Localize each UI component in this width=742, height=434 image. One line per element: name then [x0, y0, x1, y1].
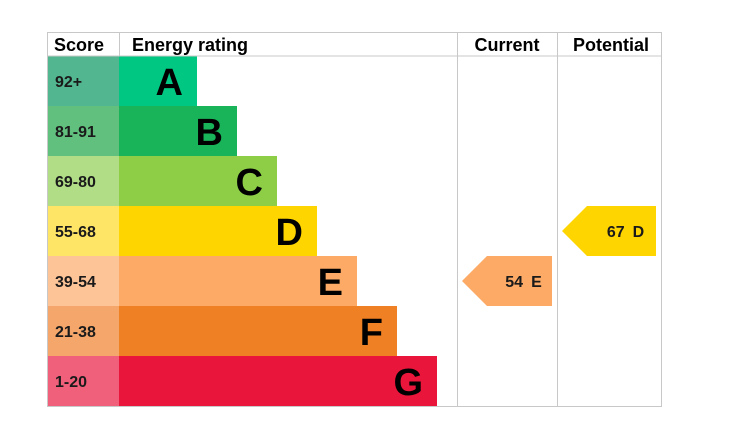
potential-rating-marker-arrow	[562, 206, 656, 256]
band-letter-a: A	[156, 62, 183, 104]
band-letter-b: B	[196, 112, 223, 154]
band-letter-f: F	[360, 312, 383, 354]
band-bar-e	[119, 256, 357, 306]
header-score: Score	[54, 35, 104, 55]
band-d: 55-68 D	[47, 206, 317, 256]
band-bar-f	[119, 306, 397, 356]
score-cell-c	[47, 156, 119, 206]
score-range-c: 69-80	[55, 174, 96, 191]
band-letter-c: C	[236, 162, 263, 204]
current-rating-marker-label: 54 E	[505, 274, 542, 291]
score-range-a: 92+	[55, 74, 82, 91]
score-cell-e	[47, 256, 119, 306]
band-g: 1-20 G	[47, 356, 437, 406]
band-a: 92+ A	[47, 56, 197, 106]
band-bar-g	[119, 356, 437, 406]
band-bar-a	[119, 56, 197, 106]
potential-rating-marker-label: 67 D	[607, 224, 644, 241]
score-cell-f	[47, 306, 119, 356]
score-range-f: 21-38	[55, 324, 96, 341]
table-border	[47, 32, 662, 407]
score-range-g: 1-20	[55, 374, 87, 391]
score-cell-a	[47, 56, 119, 106]
score-cell-g	[47, 356, 119, 406]
band-bar-b	[119, 106, 237, 156]
header-potential: Potential	[573, 35, 649, 55]
header-energy-rating: Energy rating	[132, 35, 248, 55]
band-c: 69-80 C	[47, 156, 277, 206]
score-cell-d	[47, 206, 119, 256]
potential-rating-marker: 67 D	[562, 206, 656, 256]
band-f: 21-38 F	[47, 306, 397, 356]
band-bar-c	[119, 156, 277, 206]
score-range-d: 55-68	[55, 224, 96, 241]
score-range-b: 81-91	[55, 124, 96, 141]
band-e: 39-54 E	[47, 256, 357, 306]
band-b: 81-91 B	[47, 106, 237, 156]
score-cell-b	[47, 106, 119, 156]
band-letter-g: G	[393, 362, 423, 404]
current-rating-marker-arrow	[462, 256, 552, 306]
header-current: Current	[474, 35, 539, 55]
score-range-e: 39-54	[55, 274, 96, 291]
band-letter-d: D	[276, 212, 303, 254]
band-bar-d	[119, 206, 317, 256]
band-letter-e: E	[318, 262, 343, 304]
current-rating-marker: 54 E	[462, 256, 552, 306]
